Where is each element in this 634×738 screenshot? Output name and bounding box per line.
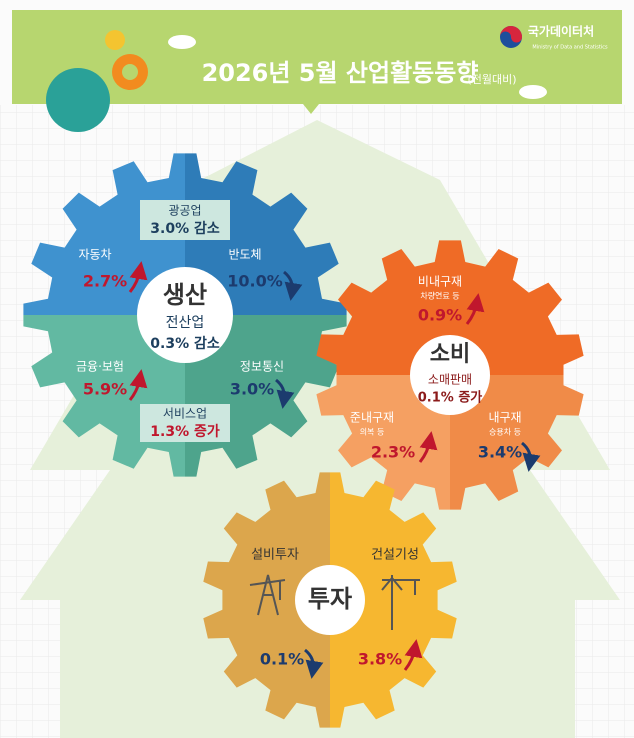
arrow-up <box>128 369 148 401</box>
crane-icon <box>381 575 420 630</box>
center-circle <box>295 565 365 635</box>
arrow-down <box>521 441 541 472</box>
item-name: 금융·보험 <box>76 360 124 374</box>
header-band <box>12 10 622 104</box>
deco-cloud <box>519 85 547 99</box>
logo-mark-red <box>500 26 522 43</box>
item-note: 의복 등 <box>360 427 385 437</box>
center-label: 소비 <box>430 342 470 367</box>
total-value: 0.3% 감소 <box>150 335 220 352</box>
item-name: 준내구재 <box>350 411 394 425</box>
logo-sub: Ministry of Data and Statistics <box>532 45 608 51</box>
arrow-down <box>283 270 303 301</box>
item-value: 3.4% <box>478 443 522 462</box>
item-value: 2.3% <box>371 443 415 462</box>
item-value: 3.0% 감소 <box>150 220 220 237</box>
subtitle: (전월대비) <box>467 73 516 86</box>
item-value: 5.9% <box>83 380 127 399</box>
center-label: 생산 <box>163 281 207 309</box>
item-name: 설비투자 <box>251 548 299 563</box>
deco-cloud <box>168 35 196 49</box>
logo-name: 국가데이터처 <box>528 24 594 39</box>
header-pointer <box>303 104 319 114</box>
item-note: 승용차 등 <box>489 428 521 437</box>
item-name: 자동차 <box>78 248 111 262</box>
item-name: 반도체 <box>228 248 261 262</box>
deco-gear <box>105 30 125 50</box>
pumpjack-icon <box>249 574 286 616</box>
item-name: 내구재 <box>488 411 521 425</box>
item-note: 차량연료 등 <box>420 291 459 301</box>
arrow-up <box>465 293 485 325</box>
arrow-up <box>128 261 148 293</box>
item-name: 광공업 <box>168 204 201 218</box>
total-value: 0.1% 증가 <box>418 391 483 406</box>
item-value: 1.3% 증가 <box>150 424 220 440</box>
center-circle <box>410 335 490 415</box>
item-value: 2.7% <box>83 272 127 291</box>
arrow-down <box>304 648 324 679</box>
item-value: 0.1% <box>260 650 304 669</box>
item-name: 비내구재 <box>418 275 462 289</box>
item-value: 3.0% <box>230 380 274 399</box>
arrow-down <box>275 378 295 409</box>
box <box>140 404 230 442</box>
total-label: 전산업 <box>166 315 205 331</box>
item-name: 정보통신 <box>240 360 284 374</box>
box <box>140 200 230 240</box>
center-label: 투자 <box>308 585 352 613</box>
deco-gear-hole <box>122 64 138 80</box>
item-value: 0.9% <box>418 306 462 325</box>
deco-gear <box>46 68 110 132</box>
arrow-up <box>418 431 438 463</box>
item-name: 건설기성 <box>371 548 419 563</box>
item-value: 10.0% <box>227 272 283 291</box>
center-circle <box>137 267 233 363</box>
arrow-up <box>403 639 423 671</box>
item-name: 서비스업 <box>163 407 207 421</box>
total-label: 소매판매 <box>428 373 472 387</box>
title: 2026년 5월 산업활동동향 <box>202 59 479 87</box>
item-value: 3.8% <box>358 650 402 669</box>
